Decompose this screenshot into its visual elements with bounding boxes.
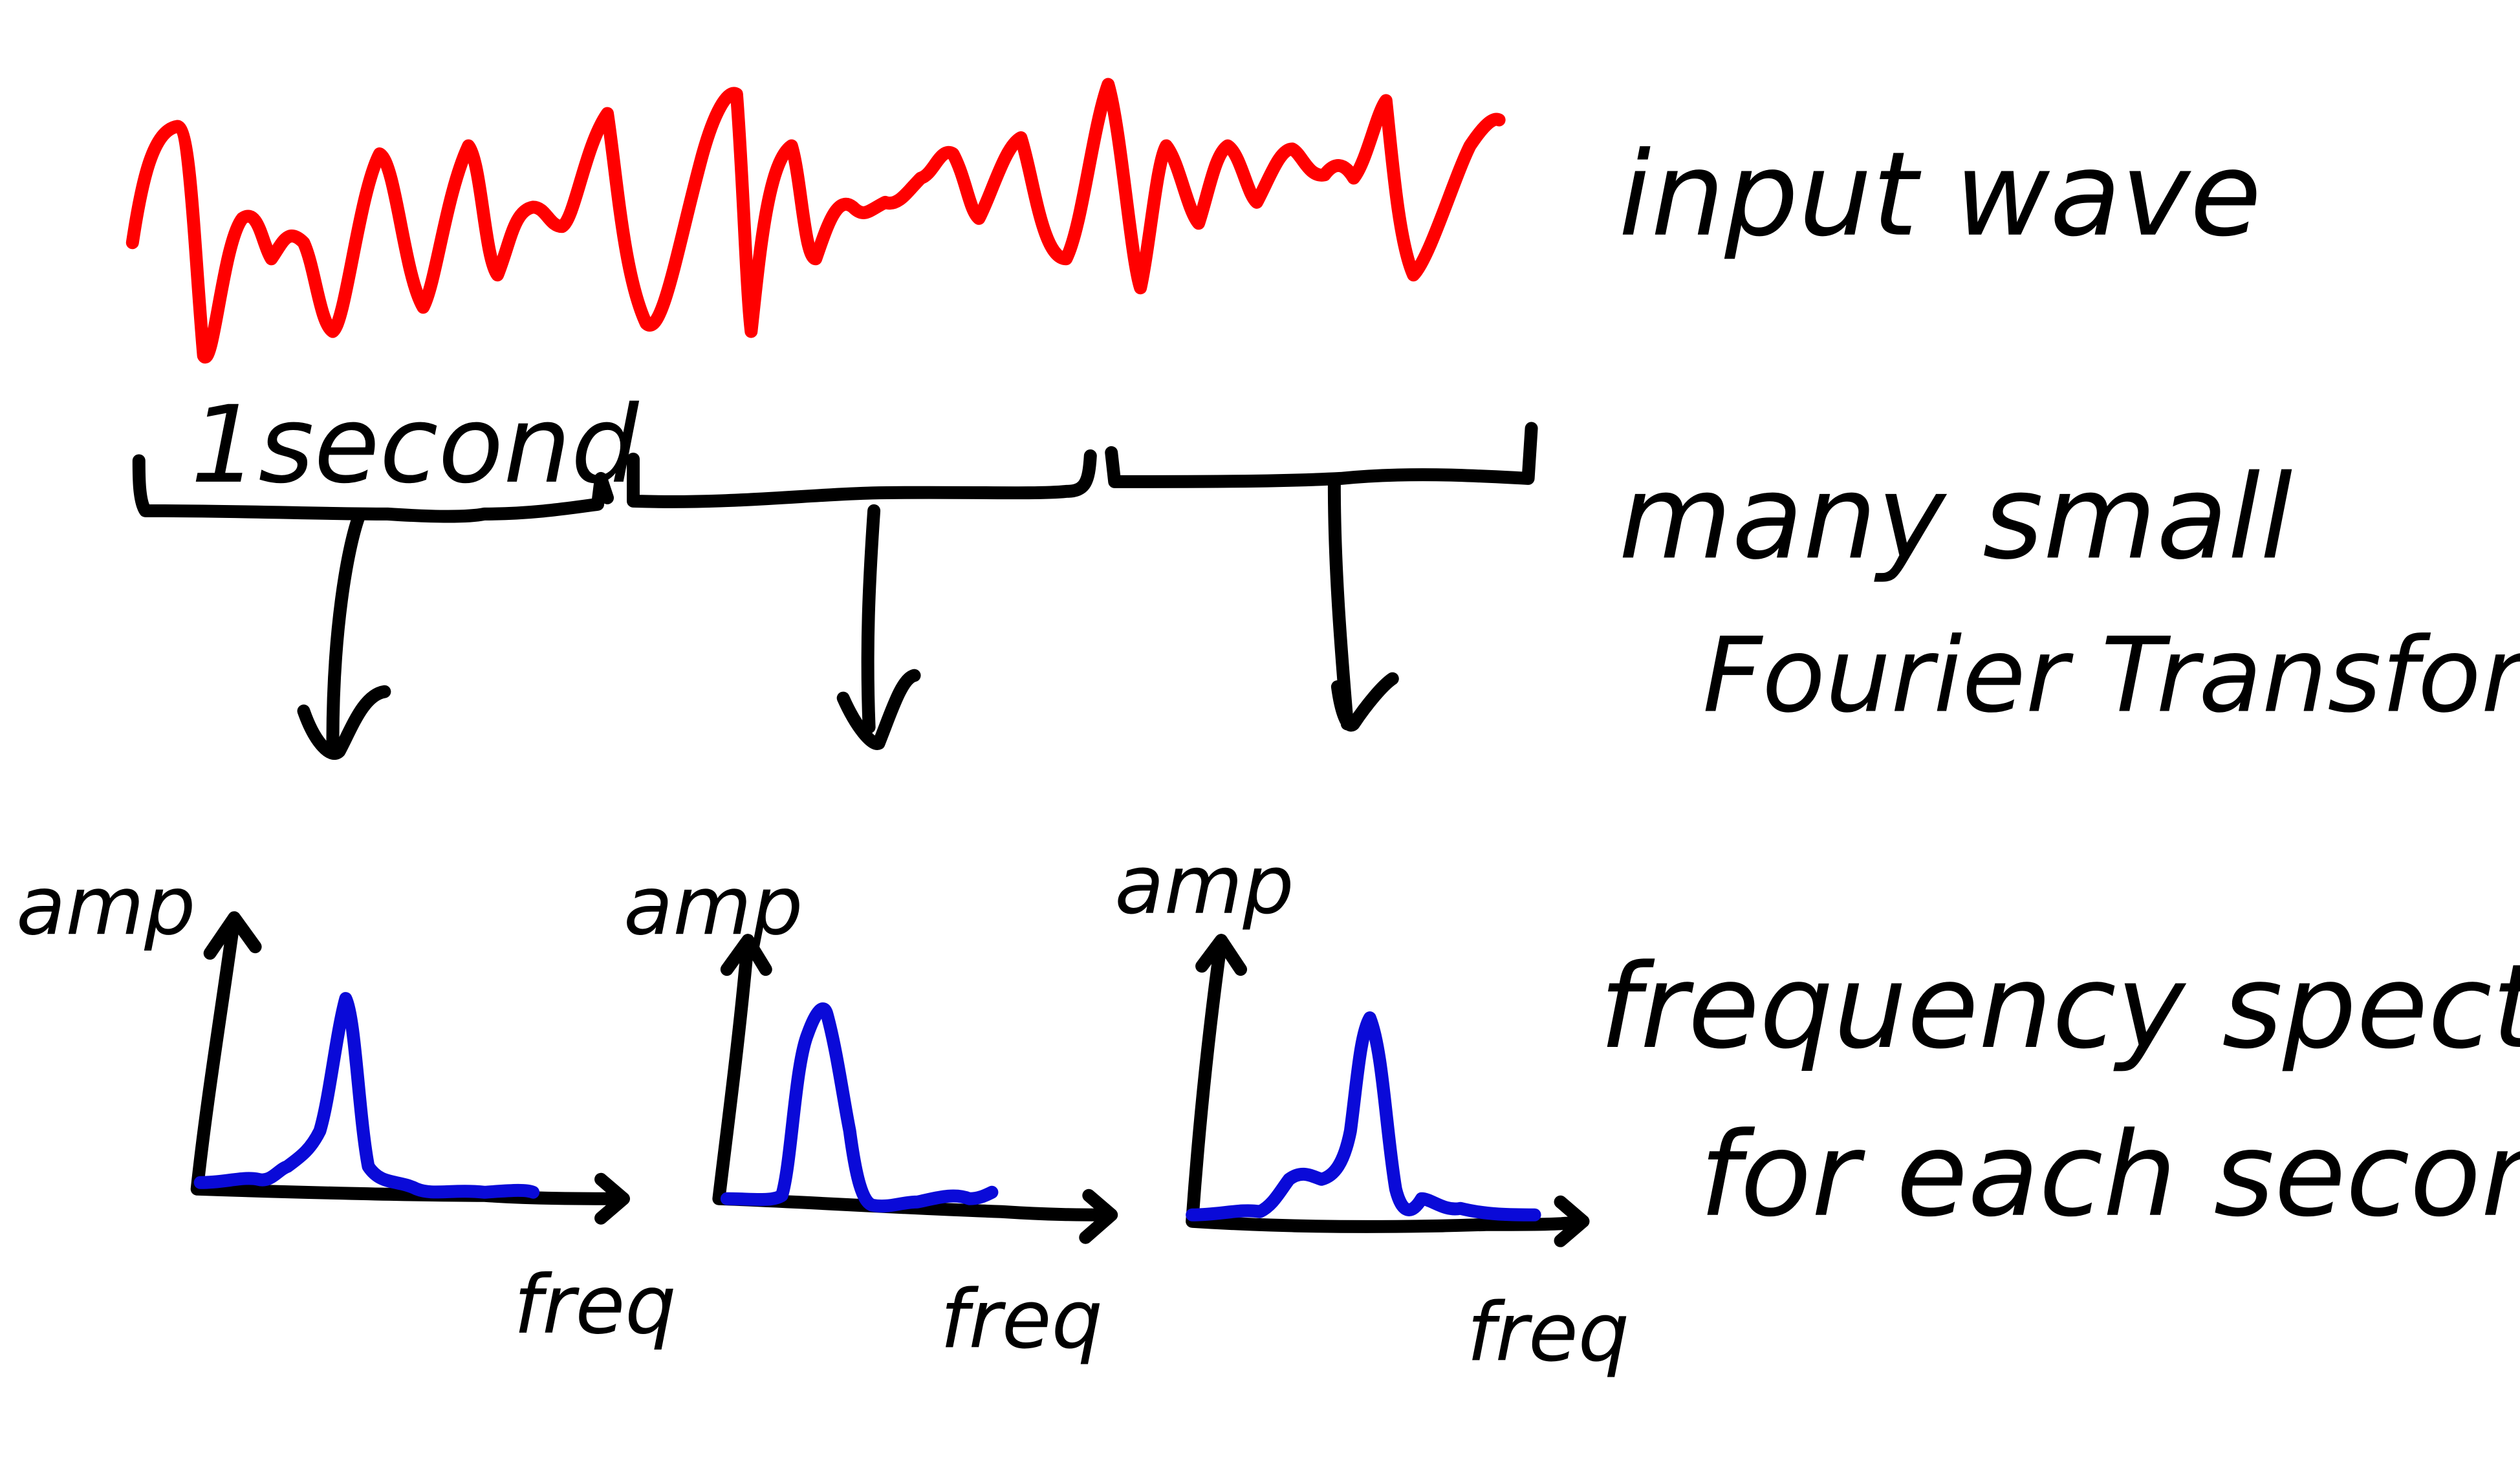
plot-2-spectrum — [720, 1002, 999, 1213]
plot-1-x-label: freq — [514, 1258, 676, 1352]
plot-1-spectrum — [193, 992, 540, 1199]
plot-2-axes — [712, 934, 1118, 1244]
bracket-window-2 — [627, 449, 1097, 508]
plot-3-x-label: freq — [1467, 1286, 1629, 1380]
arrow-down-1 — [297, 510, 391, 760]
plot-3-axes — [1186, 934, 1590, 1247]
spectrum-plot-3: amp freq — [1114, 839, 1629, 1380]
plot-2-x-label: freq — [940, 1273, 1103, 1367]
bracket-window-3 — [1105, 422, 1538, 488]
arrow-down-2 — [836, 504, 921, 750]
spectrum-plot-1: amp freq — [16, 859, 677, 1352]
plot-1-axes — [190, 911, 630, 1225]
plot-1-y-label: amp — [16, 859, 195, 953]
transforms-label-line1: many small — [1618, 450, 2292, 585]
bracket-window-1 — [132, 454, 614, 523]
input-wave — [125, 78, 1506, 364]
spectrum-label-line1: frequency spectrum — [1599, 940, 2520, 1075]
input-wave-label: input wave — [1618, 127, 2261, 263]
window-label: 1second — [191, 383, 640, 507]
plot-2-y-label: amp — [624, 859, 803, 953]
spectrum-plot-2: amp freq — [624, 859, 1118, 1367]
transforms-label-line2: Fourier Transforms — [1702, 616, 2520, 736]
plot-3-spectrum — [1186, 1011, 1541, 1222]
arrow-down-3 — [1327, 478, 1399, 732]
plot-3-y-label: amp — [1114, 839, 1294, 932]
spectrum-label-line2: for each second — [1699, 1108, 2520, 1243]
